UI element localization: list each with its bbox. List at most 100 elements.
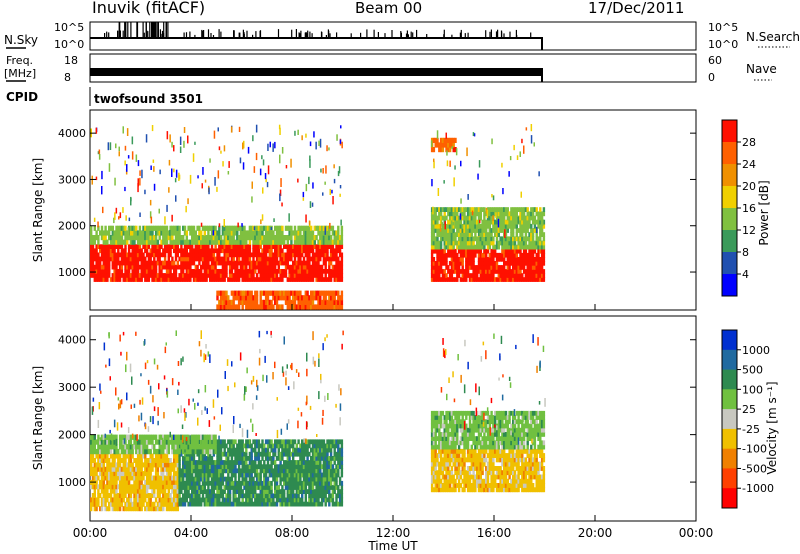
heatmap-cell: [445, 228, 448, 233]
heatmap-cell: [302, 230, 306, 236]
heatmap-cell: [245, 480, 248, 486]
heatmap-cell: [311, 264, 315, 270]
heatmap-cell: [113, 230, 116, 236]
heatmap-cell: [122, 493, 125, 498]
heatmap-cell: [149, 453, 152, 459]
heatmap-cell: [255, 497, 259, 503]
heatmap-cell: [515, 228, 518, 233]
heatmap-cell: [279, 269, 282, 274]
heatmap-cell: [261, 252, 264, 258]
scatter-echo: [131, 151, 134, 160]
heatmap-cell: [517, 257, 520, 262]
heatmap-cell: [450, 215, 454, 221]
heatmap-cell: [158, 475, 161, 481]
heatmap-cell: [254, 260, 257, 266]
heatmap-cell: [241, 299, 244, 305]
heatmap-cell: [306, 460, 309, 465]
heatmap-cell: [335, 244, 338, 249]
heatmap-cell: [243, 256, 246, 262]
scatter-echo: [122, 207, 124, 213]
heatmap-cell: [537, 252, 540, 258]
heatmap-cell: [149, 506, 152, 512]
heatmap-cell: [160, 484, 163, 490]
heatmap-cell: [205, 273, 208, 278]
heatmap-cell: [147, 239, 151, 245]
heatmap-cell: [250, 277, 253, 282]
heatmap-cell: [515, 265, 518, 270]
heatmap-cell: [151, 273, 154, 278]
heatmap-cell: [147, 462, 151, 468]
heatmap-cell: [481, 240, 484, 246]
heatmap-cell: [185, 468, 188, 474]
heatmap-cell: [337, 239, 340, 245]
heatmap-cell: [209, 497, 212, 503]
heatmap-cell: [250, 501, 253, 507]
heatmap-cell: [106, 479, 109, 485]
heatmap-cell: [448, 228, 452, 233]
heatmap-cell: [228, 269, 232, 274]
heatmap-cell: [203, 235, 206, 241]
heatmap-cell: [328, 235, 331, 241]
heatmap-cell: [512, 207, 515, 212]
heatmap-cell: [115, 235, 118, 241]
heatmap-cell: [138, 501, 142, 507]
heatmap-cell: [97, 462, 100, 468]
heatmap-cell: [192, 269, 196, 274]
heatmap-cell: [266, 468, 270, 474]
heatmap-cell: [284, 472, 288, 478]
heatmap-cell: [281, 225, 284, 231]
heatmap-cell: [234, 295, 237, 301]
heatmap-cell: [91, 260, 95, 266]
heatmap-cell: [174, 497, 178, 503]
heatmap-cell: [212, 480, 215, 486]
heatmap-cell: [432, 147, 436, 153]
heatmap-cell: [272, 447, 275, 453]
heatmap-cell: [257, 235, 261, 241]
heatmap-cell: [178, 480, 181, 486]
heatmap-cell: [524, 269, 528, 274]
heatmap-cell: [237, 456, 241, 461]
heatmap-cell: [243, 260, 246, 266]
heatmap-cell: [308, 501, 311, 507]
heatmap-cell: [513, 252, 517, 258]
heatmap-cell: [113, 260, 116, 266]
heatmap-cell: [290, 264, 293, 270]
heatmap-cell: [156, 244, 160, 249]
heatmap-cell: [133, 269, 136, 274]
heatmap-cell: [191, 447, 194, 453]
heatmap-cell: [191, 468, 194, 474]
heatmap-cell: [328, 239, 331, 245]
heatmap-cell: [246, 480, 250, 486]
heatmap-cell: [301, 439, 304, 445]
heatmap-cell: [237, 304, 241, 310]
heatmap-cell: [225, 230, 228, 236]
heatmap-cell: [97, 256, 100, 262]
heatmap-cell: [252, 252, 255, 258]
heatmap-cell: [241, 252, 244, 258]
heatmap-cell: [239, 489, 243, 494]
heatmap-cell: [268, 468, 271, 474]
heatmap-cell: [102, 235, 105, 241]
heatmap-cell: [288, 468, 291, 474]
heatmap-cell: [221, 497, 225, 503]
heatmap-cell: [191, 480, 194, 486]
heatmap-cell: [295, 248, 298, 254]
heatmap-cell: [510, 252, 513, 258]
scatter-echo: [331, 189, 333, 194]
heatmap-cell: [461, 265, 464, 270]
heatmap-cell: [328, 264, 331, 270]
heatmap-cell: [286, 290, 289, 296]
heatmap-cell: [209, 472, 212, 478]
heatmap-cell: [203, 485, 206, 490]
heatmap-cell: [176, 466, 179, 472]
heatmap-cell: [477, 223, 481, 229]
heatmap-cell: [196, 460, 199, 465]
heatmap-cell: [205, 501, 208, 507]
heatmap-cell: [230, 299, 234, 305]
heatmap-cell: [248, 304, 252, 310]
heatmap-cell: [219, 443, 223, 449]
heatmap-cell: [185, 248, 188, 254]
heatmap-cell: [156, 506, 160, 512]
heatmap-cell: [447, 252, 450, 258]
heatmap-cell: [180, 468, 183, 474]
